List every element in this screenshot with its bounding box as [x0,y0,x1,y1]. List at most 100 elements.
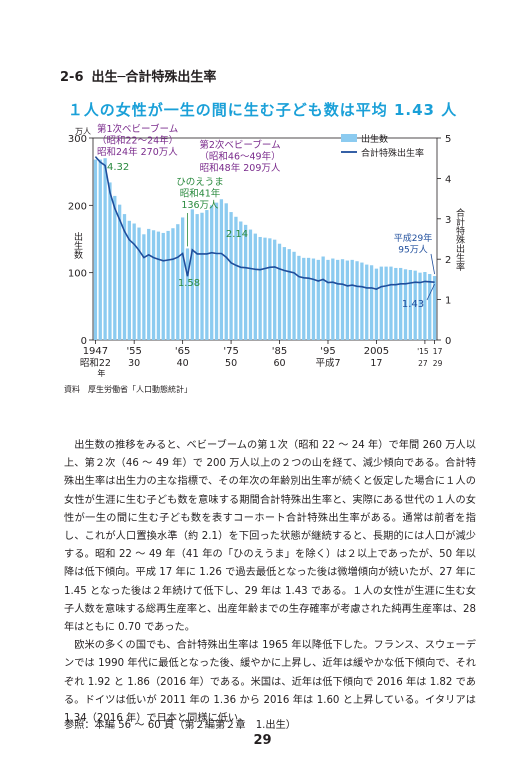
x-tick-label: 17 [433,347,443,356]
bar-birth-1998 [340,259,345,340]
source-note: 資料 厚生労働省「人口動態統計」 [64,384,192,395]
bar-birth-2012 [408,269,412,340]
bar-birth-2000 [350,259,354,340]
annotation-second-baby-boom: 昭和48年 209万人 [200,162,281,174]
section-number: 2-6 [60,70,84,85]
bar-birth-1969 [200,212,204,340]
bar-birth-2013 [413,270,417,340]
right-tick-label: 2 [445,255,451,266]
bar-birth-1986 [282,247,287,340]
right-tick-label: 4 [445,174,451,185]
annotation-first-baby-boom: （昭和22～24年） [97,135,178,147]
bar-birth-2016 [428,274,432,340]
reference-note: 参照：本編 56 ～ 60 頁（第２編第２章 1.出生） [64,720,296,731]
x-tick-sublabel: 50 [225,358,237,369]
body-text: 出生数の推移をみると、ベビーブームの第１次（昭和 22 ～ 24 年）で年間 2… [64,437,476,728]
annotation-rate-1966: 1.58 [178,278,200,289]
bar-birth-1979 [248,229,253,340]
bar-birth-1987 [287,249,291,340]
legend-bar-label: 出生数 [361,133,388,145]
annotation-second-baby-boom: （昭和46～49年） [199,151,280,163]
line-fertility-rate [94,156,435,290]
bar-birth-1954 [127,220,131,340]
bar-birth-1957 [142,234,146,340]
bar-birth-1999 [345,260,350,340]
bar-birth-1994 [321,256,325,340]
x-tick-sublabel: 40 [177,358,189,369]
bar-birth-2014 [418,272,422,340]
annotation-second-baby-boom: 第2次ベビーブーム [199,139,280,151]
bar-birth-1964 [176,224,180,340]
legend-line-label: 合計特殊出生率 [361,147,424,159]
left-tick-label: 0 [81,336,87,347]
bar-birth-2003 [365,264,369,340]
bar-birth-1953 [122,214,127,340]
bar-birth-2010 [399,267,403,340]
left-tick-label: 100 [68,269,87,280]
bar-birth-1965 [180,217,185,340]
x-tick-sublabel: 30 [128,358,140,369]
annotation-rate-1971: 2.14 [226,229,248,240]
bar-birth-2006 [379,266,383,340]
bar-birth-1982 [263,237,267,340]
x-tick-sublabel: 17 [370,358,382,369]
bar-birth-1951 [113,195,117,340]
left-tick-label: 200 [68,201,87,212]
bar-birth-1956 [137,227,141,340]
bar-birth-2017 [432,276,437,340]
bar-birth-1975 [229,212,233,340]
annotation-hinoeuma: 136万人 [181,200,219,211]
right-tick-label: 1 [445,296,451,307]
left-tick-label: 300 [68,134,87,145]
bar-birth-2007 [384,266,388,340]
bar-birth-1984 [273,239,277,340]
bar-birth-1973 [219,199,224,340]
bar-birth-1974 [224,203,228,340]
right-tick-label: 3 [445,215,451,226]
bar-birth-1968 [195,214,199,340]
bar-birth-1976 [234,216,238,340]
right-tick-label: 5 [445,134,451,145]
source-label: 資料 [64,385,80,394]
leader-births-2017 [430,253,435,275]
x-tick-label: 2005 [364,346,389,357]
annotation-births-2017: 平成29年 [394,232,432,244]
bar-birth-1983 [268,238,272,340]
bar-birth-1977 [239,221,243,340]
annotation-hinoeuma: 昭和41年 [180,188,221,200]
x-tick-sublabel: 昭和22 [80,358,111,369]
bar-birth-1963 [171,228,175,340]
leader-rate-2017 [426,284,435,301]
bar-birth-1985 [277,243,282,340]
x-tick-sublabel: 平成7 [315,357,340,369]
bar-birth-2008 [389,266,393,340]
bar-birth-1955 [132,223,136,340]
bar-birth-1949 [103,158,107,340]
bar-birth-1993 [316,259,320,340]
bar-birth-1948 [98,159,102,340]
annotation-rate-2017: 1.43 [402,299,424,310]
bar-birth-1971 [210,205,214,340]
bar-birth-1980 [253,233,257,340]
bar-birth-1997 [336,259,340,340]
bar-birth-1990 [302,257,306,340]
bar-birth-1962 [166,230,170,340]
bar-birth-1995 [326,259,330,340]
bar-birth-2001 [355,261,359,340]
page-number: 29 [253,733,272,748]
section-title: 出生─合計特殊出生率 [91,70,217,85]
annotation-hinoeuma: ひのえうま [176,177,224,188]
bar-birth-2002 [360,262,364,340]
bar-birth-1996 [331,258,335,340]
right-tick-label: 0 [445,336,451,347]
bar-birth-1967 [190,209,194,340]
body-paragraph-2: 欧米の多くの国でも、合計特殊出生率は 1965 年以降低下した。フランス、スウェ… [64,640,476,725]
section-heading: 2-6 出生─合計特殊出生率 [60,66,216,85]
right-axis-label: 合計特殊出生率 [454,207,465,272]
bar-birth-1950 [108,182,112,340]
x-tick-label: '95 [320,346,335,357]
bar-birth-1978 [243,224,248,340]
body-paragraph-1: 出生数の推移をみると、ベビーブームの第１次（昭和 22 ～ 24 年）で年間 2… [64,440,476,634]
annotation-births-2017: 95万人 [398,245,427,256]
